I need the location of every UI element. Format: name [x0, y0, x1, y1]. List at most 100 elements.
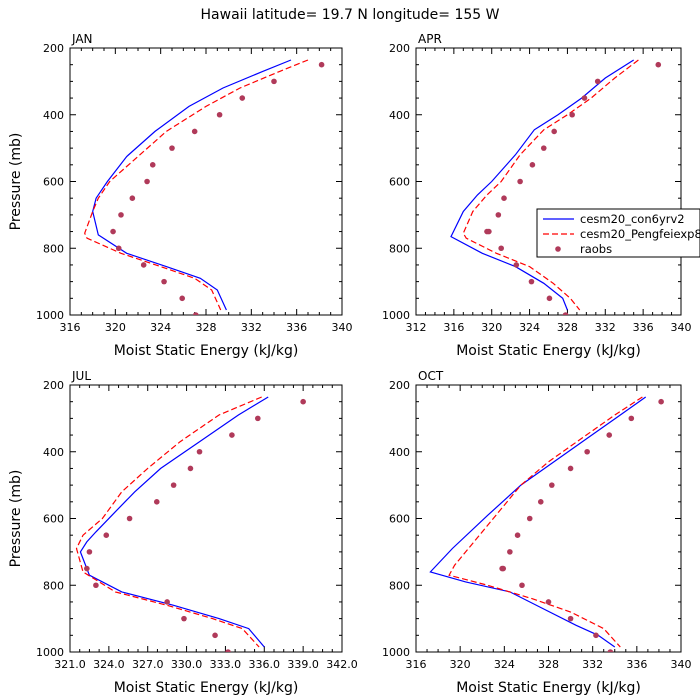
y-tick-label: 400 — [389, 446, 410, 459]
x-tick-label: 312 — [406, 321, 427, 334]
raobs-point — [537, 499, 544, 505]
raobs-point — [546, 295, 553, 302]
panel-label: JAN — [71, 32, 93, 46]
raobs-point — [529, 162, 536, 168]
raobs-point — [594, 78, 601, 85]
raobs-point — [562, 312, 569, 315]
x-axis-title: Moist Static Energy (kJ/kg) — [114, 343, 299, 359]
x-tick-label: 324 — [150, 321, 171, 334]
raobs-point — [658, 398, 664, 405]
x-tick-label: 332 — [241, 321, 262, 334]
x-tick-label: 320 — [481, 321, 502, 334]
raobs-point — [170, 482, 177, 488]
raobs-point — [229, 432, 235, 438]
plot-frame — [69, 47, 343, 316]
raobs-point — [500, 565, 507, 572]
raobs-point — [153, 499, 160, 505]
y-tick-label: 200 — [389, 379, 410, 392]
raobs-point — [567, 465, 574, 472]
x-tick-label: 324 — [494, 658, 515, 671]
raobs-point — [84, 565, 90, 572]
panel-label: APR — [418, 32, 442, 46]
y-tick-label: 1000 — [36, 646, 64, 659]
y-tick-label: 600 — [389, 176, 410, 189]
x-tick-label: 324 — [519, 321, 540, 334]
x-tick-label: 320 — [105, 321, 126, 334]
raobs-point — [86, 549, 93, 555]
y-tick-label: 800 — [389, 242, 410, 255]
series-line-cesm20_Pengfeiexp8 — [75, 396, 262, 648]
raobs-point — [655, 61, 662, 68]
raobs-point — [569, 111, 575, 118]
raobs-point — [187, 465, 194, 472]
x-tick-label: 330.0 — [171, 658, 203, 671]
raobs-point — [103, 532, 110, 538]
raobs-point — [115, 245, 122, 252]
plot-frame — [415, 47, 682, 316]
x-tick-label: 336 — [633, 321, 654, 334]
raobs-point — [513, 262, 520, 268]
raobs-point — [551, 128, 557, 135]
raobs-point — [519, 582, 525, 589]
legend-marker-raobs — [555, 246, 561, 252]
x-tick-label: 324.0 — [93, 658, 125, 671]
panel-label: OCT — [418, 369, 444, 383]
raobs-point — [607, 649, 614, 652]
raobs-point — [164, 599, 170, 605]
y-tick-label: 1000 — [382, 646, 410, 659]
series-line-cesm20_Pengfeiexp8 — [462, 59, 639, 311]
y-tick-label: 800 — [43, 242, 64, 255]
series-line-cesm20_con6yrv2 — [79, 396, 269, 648]
x-tick-label: 316 — [443, 321, 464, 334]
panel-jul: 321.0 324.0 327.0 330.0 333.0 336.0 339.0 342.0… — [8, 369, 358, 696]
raobs-point — [567, 615, 574, 622]
x-tick-label: 327.0 — [132, 658, 164, 671]
raobs-point — [498, 245, 504, 252]
x-tick-label: 332 — [595, 321, 616, 334]
series-line-cesm20_con6yrv2 — [429, 396, 647, 648]
raobs-point — [225, 649, 231, 652]
raobs-point — [144, 178, 150, 185]
plot-frame — [69, 384, 343, 653]
legend-label: raobs — [580, 242, 612, 256]
raobs-point — [239, 95, 246, 101]
series-line-cesm20_Pengfeiexp8 — [84, 59, 309, 311]
raobs-point — [149, 162, 156, 168]
x-axis-title: Moist Static Energy (kJ/kg) — [456, 343, 641, 359]
panel-apr: 312 316 320 324 328 332 336 340 200 400 600 800 1000… — [382, 32, 692, 359]
raobs-point — [514, 532, 521, 538]
y-tick-label: 800 — [389, 579, 410, 592]
raobs-point — [628, 415, 635, 422]
legend-label: cesm20_con6yrv2 — [580, 212, 685, 226]
x-tick-label: 342.0 — [326, 658, 358, 671]
raobs-point — [318, 61, 325, 68]
panel-label: JUL — [71, 369, 91, 383]
y-tick-label: 400 — [43, 109, 64, 122]
raobs-point — [517, 178, 523, 185]
y-tick-label: 200 — [43, 379, 64, 392]
raobs-point — [212, 632, 218, 639]
x-tick-label: 333.0 — [210, 658, 242, 671]
x-tick-label: 332 — [582, 658, 603, 671]
y-tick-label: 200 — [43, 42, 64, 55]
y-tick-label: 600 — [43, 513, 64, 526]
raobs-point — [606, 432, 613, 438]
raobs-point — [507, 549, 513, 555]
y-tick-label: 600 — [43, 176, 64, 189]
x-tick-label: 316 — [406, 658, 427, 671]
figure-title: Hawaii latitude= 19.7 N longitude= 155 W — [201, 7, 500, 23]
y-tick-label: 600 — [389, 513, 410, 526]
x-tick-label: 340 — [332, 321, 353, 334]
raobs-point — [216, 111, 223, 118]
x-tick-label: 336.0 — [249, 658, 281, 671]
legend-label: cesm20_Pengfeiexp8 — [580, 227, 700, 241]
series-group — [429, 396, 664, 652]
x-tick-label: 340 — [671, 321, 692, 334]
raobs-point — [161, 278, 167, 285]
raobs-point — [255, 415, 261, 422]
x-tick-label: 328 — [538, 658, 559, 671]
y-tick-label: 400 — [389, 109, 410, 122]
raobs-point — [169, 145, 175, 151]
raobs-point — [129, 195, 136, 201]
